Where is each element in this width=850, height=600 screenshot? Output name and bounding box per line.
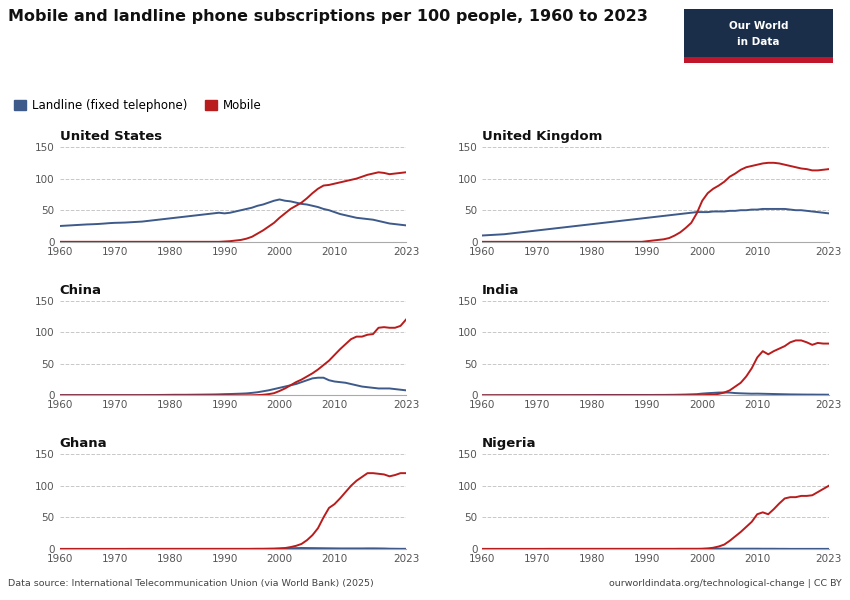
Text: Ghana: Ghana bbox=[60, 437, 107, 450]
Text: China: China bbox=[60, 284, 101, 296]
Text: Our World: Our World bbox=[728, 21, 788, 31]
Text: Mobile and landline phone subscriptions per 100 people, 1960 to 2023: Mobile and landline phone subscriptions … bbox=[8, 9, 649, 24]
Text: in Data: in Data bbox=[737, 37, 779, 47]
Text: ourworldindata.org/technological-change | CC BY: ourworldindata.org/technological-change … bbox=[609, 579, 842, 588]
Legend: Landline (fixed telephone), Mobile: Landline (fixed telephone), Mobile bbox=[14, 99, 262, 112]
Text: Data source: International Telecommunication Union (via World Bank) (2025): Data source: International Telecommunica… bbox=[8, 579, 374, 588]
FancyBboxPatch shape bbox=[684, 9, 833, 63]
Text: India: India bbox=[482, 284, 519, 296]
Text: United States: United States bbox=[60, 130, 162, 143]
Text: Nigeria: Nigeria bbox=[482, 437, 536, 450]
Text: United Kingdom: United Kingdom bbox=[482, 130, 603, 143]
Bar bbox=[684, 56, 833, 63]
